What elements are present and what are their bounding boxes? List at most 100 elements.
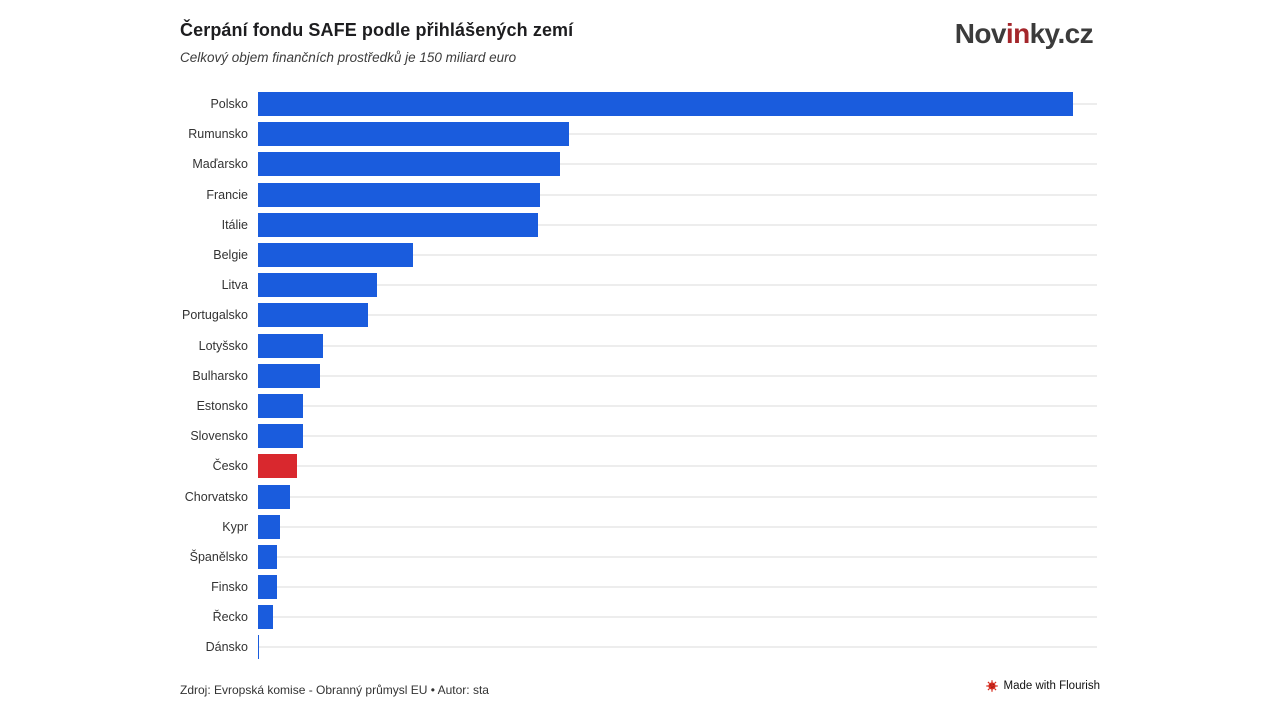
bar-track	[258, 149, 1097, 179]
category-label: Česko	[212, 459, 248, 474]
category-label: Kypr	[222, 519, 248, 534]
category-label: Lotyšsko	[198, 338, 248, 353]
bar-track	[258, 300, 1097, 330]
bar[interactable]	[258, 484, 290, 509]
category-label: Rumunsko	[188, 127, 248, 142]
bar[interactable]	[258, 333, 324, 358]
category-label: Itálie	[221, 217, 248, 232]
bar-track	[258, 572, 1097, 602]
gridline	[258, 193, 1097, 196]
bar-track	[258, 331, 1097, 361]
gridline	[258, 344, 1097, 347]
category-label: Bulharsko	[192, 368, 248, 383]
gridline	[258, 465, 1097, 468]
gridline	[258, 525, 1097, 528]
category-label: Polsko	[210, 97, 248, 112]
bar[interactable]	[258, 424, 303, 449]
bar-row: Finsko	[180, 572, 1097, 602]
bar[interactable]	[258, 122, 570, 147]
category-label: Maďarsko	[192, 157, 248, 172]
bar-track	[258, 89, 1097, 119]
bar[interactable]	[258, 454, 298, 479]
category-label: Chorvatsko	[184, 489, 248, 504]
bar[interactable]	[258, 152, 561, 177]
bar[interactable]	[258, 363, 320, 388]
chart-title: Čerpání fondu SAFE podle přihlášených ze…	[180, 20, 574, 40]
gridline	[258, 435, 1097, 438]
logo-text-kycz: ky.cz	[1029, 18, 1094, 49]
gridline	[258, 163, 1097, 166]
bar-track	[258, 270, 1097, 300]
category-label: Portugalsko	[181, 308, 248, 323]
bar[interactable]	[258, 243, 413, 268]
bar[interactable]	[258, 635, 259, 660]
bar-row: Francie	[180, 180, 1097, 210]
gridline	[258, 646, 1097, 649]
category-label: Finsko	[211, 580, 248, 595]
bar-track	[258, 632, 1097, 662]
bar-track	[258, 481, 1097, 511]
bar-track	[258, 421, 1097, 451]
bar-row: Kypr	[180, 512, 1097, 542]
bar-track	[258, 180, 1097, 210]
bar[interactable]	[258, 212, 538, 237]
gridline	[258, 314, 1097, 317]
bar-row: Portugalsko	[180, 300, 1097, 330]
bar-row: Slovensko	[180, 421, 1097, 451]
flourish-badge-label: Made with Flourish	[1003, 680, 1100, 692]
gridline	[258, 586, 1097, 589]
bar-row: Česko	[180, 451, 1097, 481]
gridline	[258, 133, 1097, 136]
bar-track	[258, 210, 1097, 240]
bar-row: Litva	[180, 270, 1097, 300]
bar-row: Itálie	[180, 210, 1097, 240]
flourish-icon	[986, 680, 999, 692]
bar-row: Estonsko	[180, 391, 1097, 421]
bar[interactable]	[258, 273, 378, 298]
novinky-logo[interactable]: Novinky.cz	[955, 18, 1094, 50]
bar-row: Bulharsko	[180, 361, 1097, 391]
bar-row: Španělsko	[180, 542, 1097, 572]
bar[interactable]	[258, 182, 540, 207]
bar[interactable]	[258, 92, 1073, 117]
category-label: Španělsko	[189, 549, 248, 564]
bar-row: Maďarsko	[180, 149, 1097, 179]
bar-row: Lotyšsko	[180, 331, 1097, 361]
logo-text-in: in	[1005, 18, 1030, 49]
category-label: Belgie	[213, 248, 248, 263]
bar-track	[258, 240, 1097, 270]
bar-row: Řecko	[180, 602, 1097, 632]
category-label: Dánsko	[205, 640, 248, 655]
category-label: Estonsko	[196, 398, 248, 413]
bar-track	[258, 542, 1097, 572]
bar-track	[258, 602, 1097, 632]
source-line: Zdroj: Evropská komise - Obranný průmysl…	[180, 683, 489, 697]
gridline	[258, 495, 1097, 498]
bar-track	[258, 361, 1097, 391]
bar[interactable]	[258, 303, 368, 328]
bar[interactable]	[258, 514, 281, 539]
chart-subtitle: Celkový objem finančních prostředků je 1…	[180, 50, 517, 65]
gridline	[258, 254, 1097, 257]
gridline	[258, 555, 1097, 558]
bar-track	[258, 512, 1097, 542]
bar-track	[258, 391, 1097, 421]
bar-row: Rumunsko	[180, 119, 1097, 149]
gridline	[258, 223, 1097, 226]
bar-row: Polsko	[180, 89, 1097, 119]
bar[interactable]	[258, 575, 277, 600]
gridline	[258, 616, 1097, 619]
bar-chart: Polsko Rumunsko Maďarsko Francie Itálie Belgi…	[180, 89, 1097, 663]
bar-row: Belgie	[180, 240, 1097, 270]
bar[interactable]	[258, 544, 277, 569]
gridline	[258, 284, 1097, 287]
flourish-badge[interactable]: Made with Flourish	[986, 680, 1100, 692]
bar-row: Chorvatsko	[180, 481, 1097, 511]
category-label: Litva	[221, 278, 248, 293]
bar-track	[258, 451, 1097, 481]
category-label: Francie	[206, 187, 248, 202]
bar[interactable]	[258, 393, 303, 418]
bar[interactable]	[258, 605, 273, 630]
category-label: Řecko	[212, 610, 248, 625]
